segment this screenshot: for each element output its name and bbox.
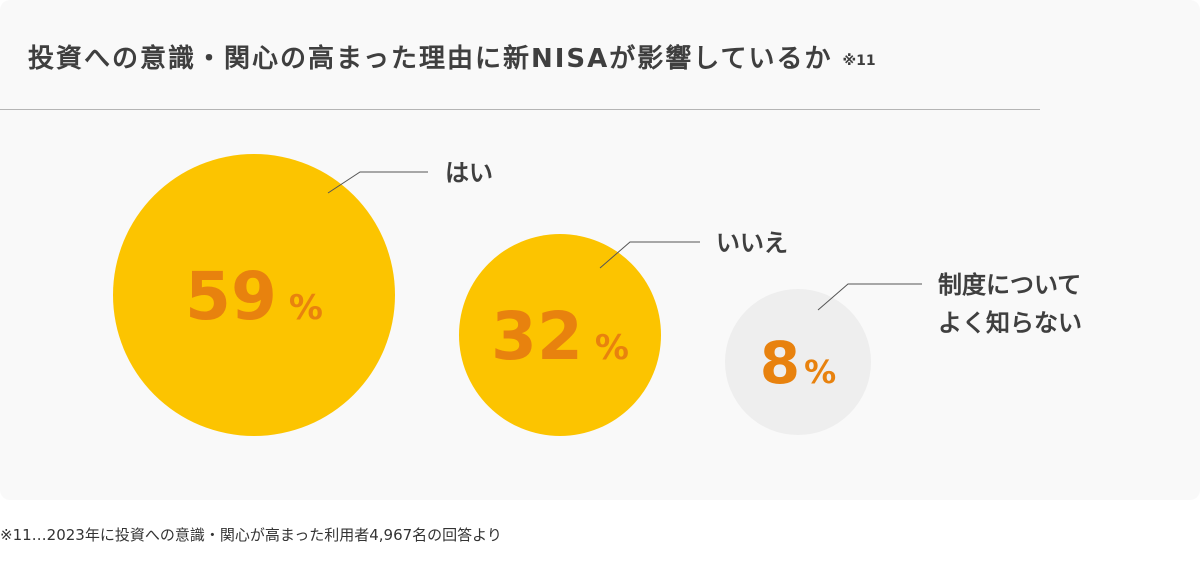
leader-line-2 — [599, 241, 700, 269]
value-unit: % — [804, 353, 836, 391]
category-label-line: 制度について — [938, 271, 1081, 299]
value-number: 59 — [185, 258, 277, 335]
category-label-2: いいえ — [716, 229, 788, 257]
title-divider — [0, 109, 1040, 110]
leader-line-1 — [327, 171, 428, 194]
footnote: ※11…2023年に投資への意識・関心が高まった利用者4,967名の回答より — [0, 526, 502, 544]
chart-title-note: ※11 — [842, 53, 876, 69]
value-label-3: 8% — [760, 329, 836, 397]
chart-title-text: 投資への意識・関心の高まった理由に新NISAが影響しているか — [28, 44, 833, 74]
bubble-chart: 59 % はい 32 % いいえ 8 % 制度についてよく知らない — [113, 154, 1082, 436]
bubble-1 — [113, 154, 395, 436]
category-label-line: よく知らない — [938, 309, 1082, 337]
value-number: 8 — [760, 329, 800, 397]
value-label-1: 59% — [185, 258, 323, 335]
chart-title: 投資への意識・関心の高まった理由に新NISAが影響しているか ※11 — [28, 38, 876, 75]
bubble-3 — [725, 289, 871, 435]
category-label-3: 制度についてよく知らない — [938, 271, 1082, 337]
value-number: 32 — [491, 298, 583, 375]
chart-card: 投資への意識・関心の高まった理由に新NISAが影響しているか ※11 59% はい 3… — [0, 38, 1082, 436]
category-label-line: いいえ — [716, 229, 788, 257]
value-unit: % — [595, 328, 629, 368]
category-label-line: はい — [445, 159, 493, 187]
category-label-1: はい — [445, 159, 493, 187]
value-label-2: 32% — [491, 298, 629, 375]
value-unit: % — [289, 288, 323, 328]
bubble-2 — [459, 234, 661, 436]
leader-line-3 — [817, 283, 922, 311]
